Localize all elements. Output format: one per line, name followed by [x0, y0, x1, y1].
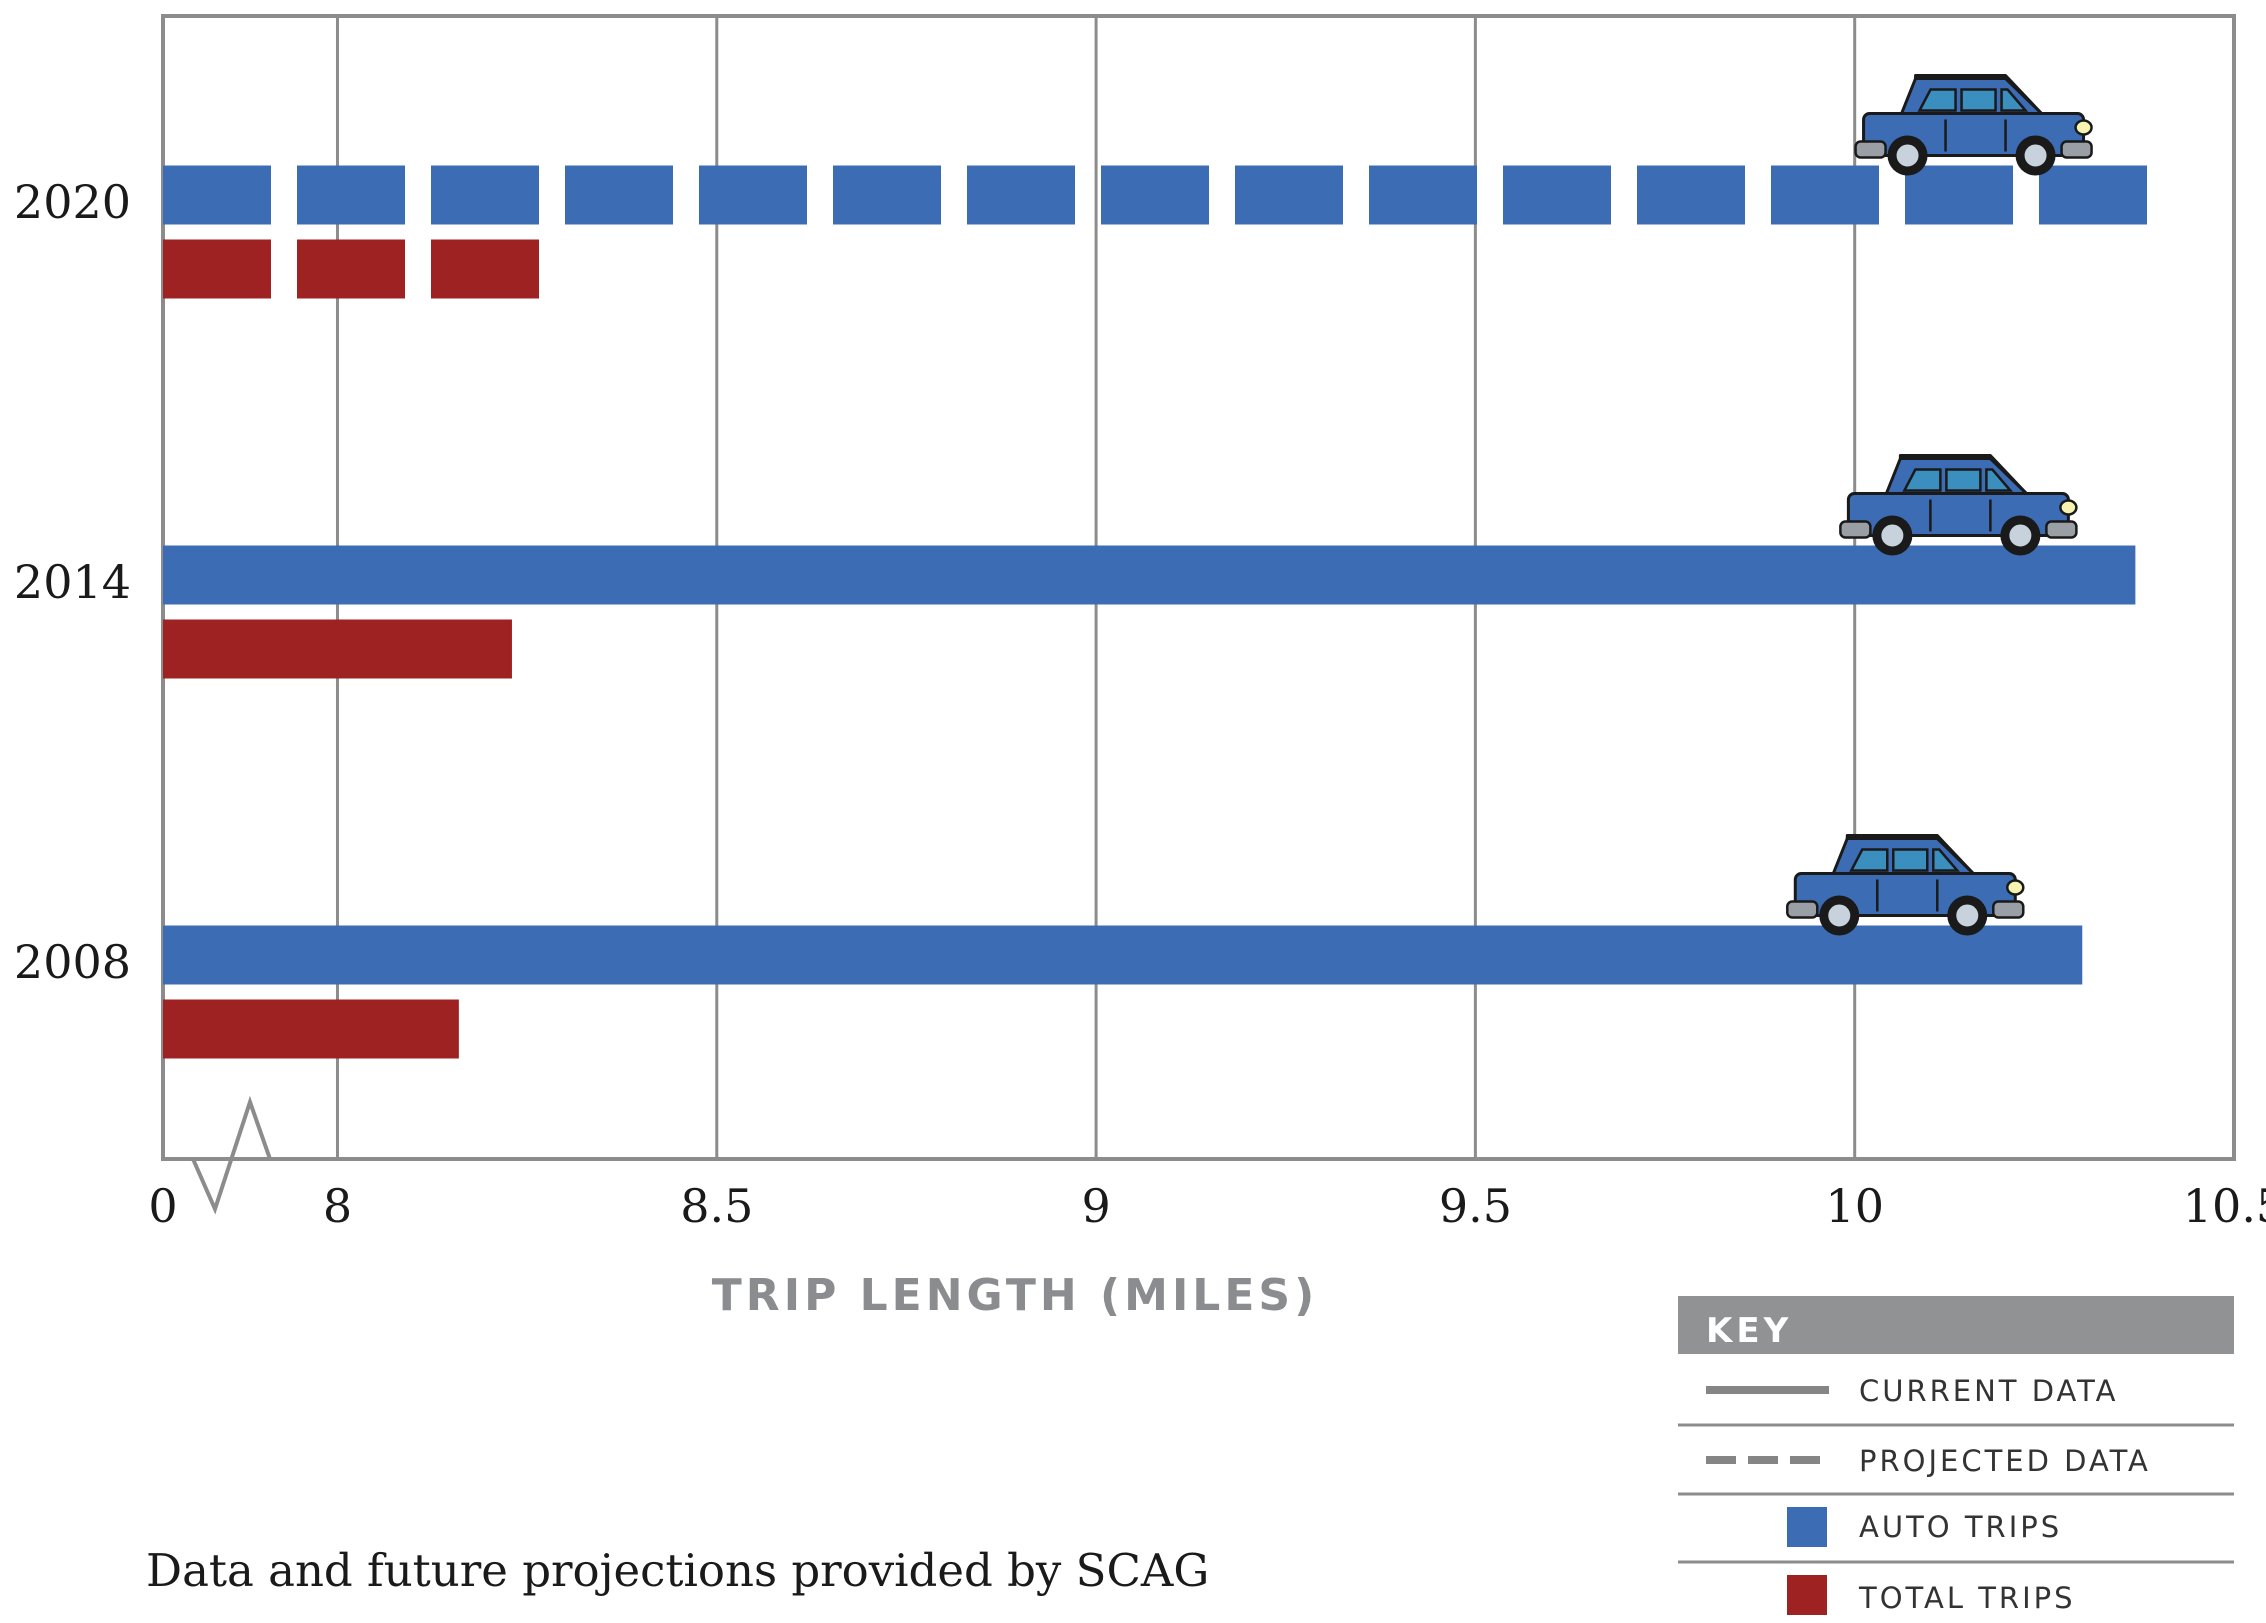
projected-bar-segment — [1905, 165, 2013, 225]
total-trips-swatch — [1787, 1575, 1827, 1615]
legend-key: KEY CURRENT DATA PROJECTED DATA AUTO TRI… — [1678, 1296, 2234, 1615]
auto-trips-bar-2008 — [163, 925, 2083, 985]
key-item-auto-trips: AUTO TRIPS — [1859, 1510, 2062, 1544]
key-item-total-trips: TOTAL TRIPS — [1858, 1581, 2076, 1615]
x-tick-label: 10 — [1825, 1179, 1884, 1233]
auto-trips-swatch — [1787, 1507, 1827, 1547]
x-tick-label: 9.5 — [1439, 1179, 1512, 1233]
x-axis-title: TRIP LENGTH (MILES) — [712, 1270, 1318, 1321]
projected-bar-segment — [297, 165, 405, 225]
y-category-label: 2020 — [14, 175, 131, 229]
auto-trips-bar-2020 — [163, 165, 2147, 225]
x-tick-label: 9 — [1081, 1179, 1110, 1233]
y-category-label: 2008 — [14, 935, 131, 989]
key-title: KEY — [1706, 1311, 1792, 1351]
auto-trips-bar-2014 — [163, 545, 2136, 605]
total-trips-bar-2008 — [163, 999, 459, 1059]
x-tick-label: 0 — [148, 1179, 177, 1233]
projected-bar-segment — [1235, 165, 1343, 225]
x-tick-label: 10.5 — [2183, 1179, 2266, 1233]
projected-bar-segment — [163, 239, 271, 299]
y-category-label: 2014 — [14, 555, 131, 609]
key-item-projected-data: PROJECTED DATA — [1859, 1444, 2151, 1478]
axis-break-icon — [163, 1095, 272, 1215]
x-tick-label: 8.5 — [680, 1179, 753, 1233]
projected-bar-segment — [1637, 165, 1745, 225]
projected-bar-segment — [163, 165, 271, 225]
bars-group — [163, 165, 2147, 1059]
projected-bar-segment — [297, 239, 405, 299]
projected-bar-segment — [1771, 165, 1879, 225]
projected-bar-segment — [1503, 165, 1611, 225]
x-tick-label: 8 — [323, 1179, 352, 1233]
projected-bar-segment — [699, 165, 807, 225]
total-trips-bar-2014 — [163, 619, 512, 679]
projected-bar-segment — [1369, 165, 1477, 225]
projected-bar-segment — [967, 165, 1075, 225]
projected-bar-segment — [431, 165, 539, 225]
projected-bar-segment — [431, 239, 539, 299]
total-trips-bar-2020 — [163, 239, 539, 299]
projected-bar-segment — [565, 165, 673, 225]
source-note: Data and future projections provided by … — [146, 1544, 1209, 1597]
projected-bar-segment — [1101, 165, 1209, 225]
tick-labels: 0 8 8.5 9 9.5 10 10.5 — [148, 1179, 2266, 1233]
key-item-current-data: CURRENT DATA — [1859, 1374, 2118, 1408]
projected-bar-segment — [833, 165, 941, 225]
key-header — [1678, 1296, 2234, 1354]
projected-bar-segment — [2039, 165, 2147, 225]
category-labels: 2020 2014 2008 — [14, 175, 131, 989]
